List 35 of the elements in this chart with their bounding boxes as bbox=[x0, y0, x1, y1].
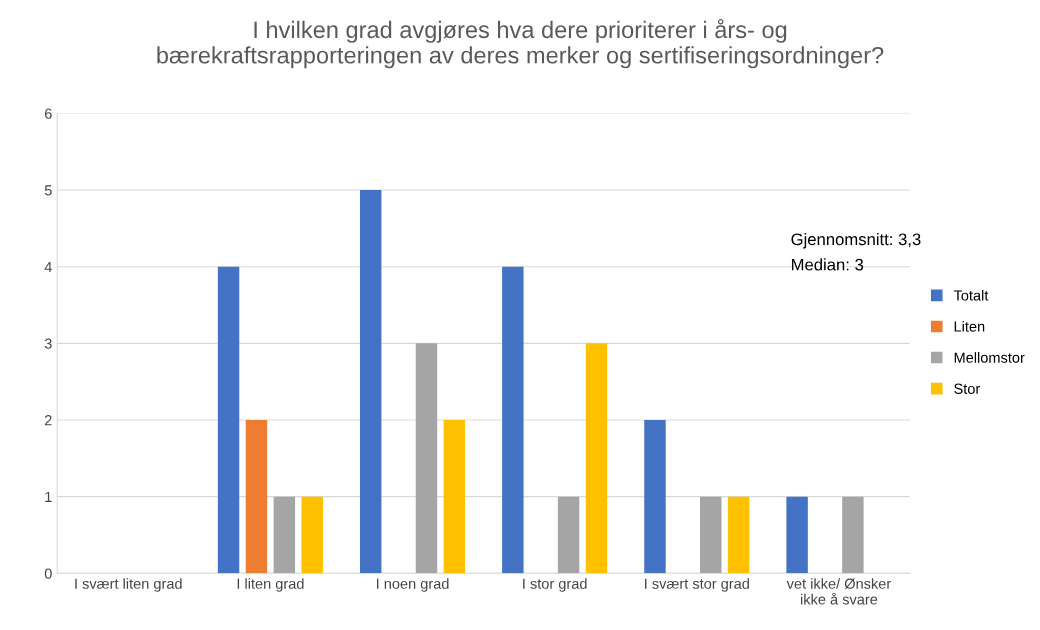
y-tick-label: 6 bbox=[44, 108, 52, 119]
bar bbox=[443, 420, 466, 574]
bar bbox=[585, 343, 608, 574]
bar bbox=[415, 343, 438, 574]
x-tick-label: vet ikke/ Ønsker ikke å svare bbox=[786, 578, 891, 605]
bar bbox=[359, 190, 382, 574]
bar bbox=[301, 496, 323, 574]
bar bbox=[502, 266, 524, 574]
legend-label: Mellomstor bbox=[954, 352, 1025, 363]
legend-label: Liten bbox=[954, 321, 985, 332]
bar bbox=[245, 420, 268, 574]
annotation: Median: 3 bbox=[791, 258, 864, 271]
legend-label: Stor bbox=[954, 383, 981, 394]
annotation: Gjennomsnitt: 3,3 bbox=[791, 232, 921, 249]
x-tick-label: I svært liten grad bbox=[75, 578, 182, 592]
bar bbox=[217, 266, 240, 574]
chart-title: I hvilken grad avgjøres hva dere prioriterer i års- og bærekraftsrapporteringen av deres merker og sertifiseringsordninger? bbox=[157, 18, 884, 69]
bar bbox=[557, 496, 580, 574]
bar bbox=[700, 496, 722, 574]
x-tick-label: I liten grad bbox=[237, 578, 304, 592]
y-tick-label: 1 bbox=[45, 491, 52, 502]
bar bbox=[786, 496, 808, 574]
y-tick-label: 3 bbox=[44, 338, 52, 349]
bar bbox=[842, 496, 864, 574]
x-tick-label: I svært stor grad bbox=[645, 578, 749, 592]
x-tick-label: I stor grad bbox=[523, 578, 587, 592]
bar bbox=[273, 496, 296, 574]
bar bbox=[727, 496, 750, 574]
y-tick-label: 2 bbox=[44, 415, 52, 426]
x-tick-label: I noen grad bbox=[376, 578, 449, 592]
bar bbox=[644, 420, 666, 574]
legend-label: Totalt bbox=[953, 289, 989, 301]
y-tick-label: 0 bbox=[44, 568, 52, 579]
y-tick-label: 4 bbox=[44, 261, 52, 272]
y-tick-label: 5 bbox=[44, 185, 52, 196]
